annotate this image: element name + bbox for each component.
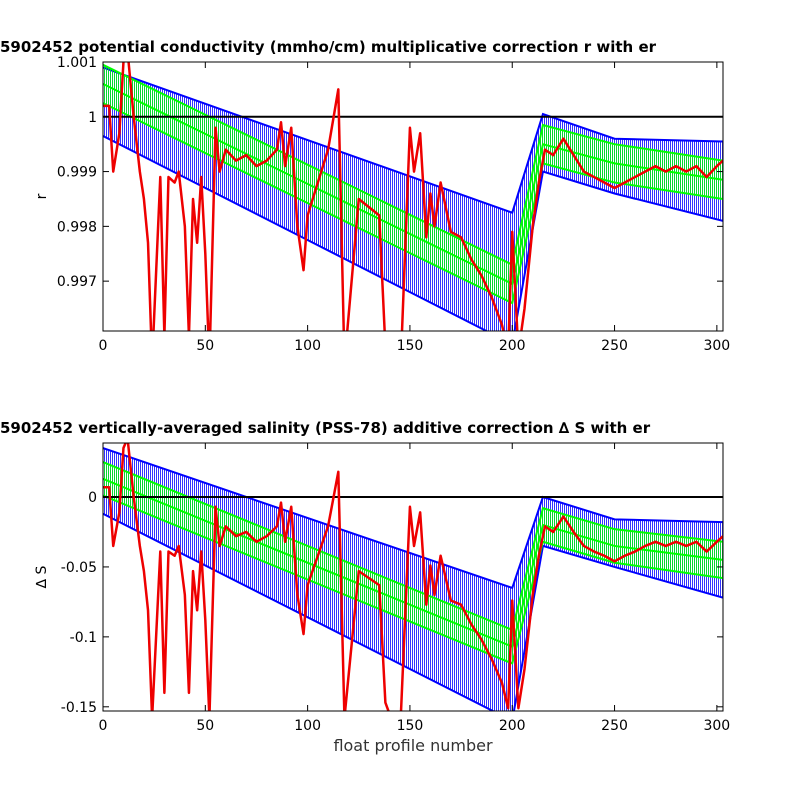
x-tick-label: 100: [294, 338, 321, 354]
axes-box: [102, 442, 724, 712]
band-upper: [103, 461, 723, 632]
x-axis-label: float profile number: [333, 736, 493, 755]
y-tick-label: 0.999: [57, 165, 97, 181]
plot-area: [103, 62, 723, 331]
band-lower: [103, 135, 723, 331]
x-tick-label: 50: [196, 718, 214, 734]
band-upper: [103, 66, 723, 214]
band-upper: [103, 63, 723, 267]
chart-title: 5902452 vertically-averaged salinity (PS…: [0, 419, 651, 437]
axes-box: [102, 61, 724, 332]
y-axis-label: ∆ S: [34, 566, 50, 590]
error-band: [103, 67, 723, 331]
x-tick-label: 250: [601, 718, 628, 734]
x-tick-label: 200: [499, 718, 526, 734]
x-tick-label: 200: [499, 338, 526, 354]
chart-title: 5902452 potential conductivity (mmho/cm)…: [0, 38, 657, 56]
subplot: 0 50 100 150 200 250 300 1.001 1 0.999 0.998 0.997 5…: [0, 38, 730, 354]
y-tick-label: 0.997: [57, 274, 97, 290]
y-tick-label: 0: [88, 490, 97, 506]
x-tick-label: 300: [703, 718, 730, 734]
error-band: [103, 448, 723, 711]
data-line: [103, 62, 723, 331]
x-tick-label: 0: [99, 718, 108, 734]
y-tick-label: -0.1: [70, 630, 97, 646]
plot-area: [103, 443, 723, 711]
band-center: [103, 477, 723, 649]
data-line: [103, 443, 723, 711]
x-tick-label: 50: [196, 338, 214, 354]
subplot: 0 50 100 150 200 250 300 0 -0.05 -0.1 -0.15 5902452…: [0, 419, 730, 755]
y-tick-label: 0.998: [57, 219, 97, 235]
band-lower: [103, 512, 723, 711]
x-tick-label: 300: [703, 338, 730, 354]
y-tick-label: 1: [88, 110, 97, 126]
y-tick-label: -0.15: [61, 700, 97, 716]
x-tick-label: 0: [99, 338, 108, 354]
x-tick-label: 150: [397, 338, 424, 354]
y-tick-label: 1.001: [57, 55, 97, 71]
x-tick-label: 250: [601, 338, 628, 354]
x-tick-label: 150: [397, 718, 424, 734]
y-axis-label: r: [34, 193, 50, 199]
y-tick-label: -0.05: [61, 560, 97, 576]
x-tick-label: 100: [294, 718, 321, 734]
